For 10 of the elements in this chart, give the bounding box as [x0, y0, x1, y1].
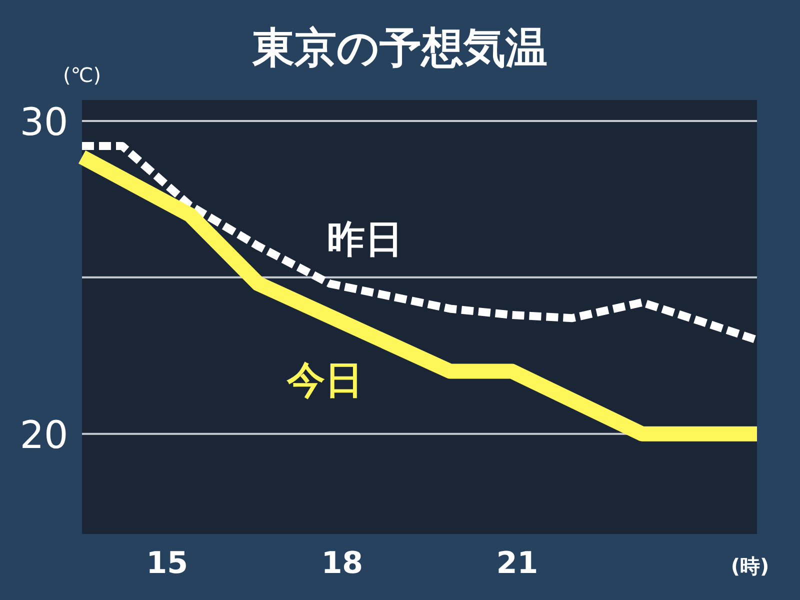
series-label: 昨日: [327, 217, 403, 261]
chart-title: 東京の予想気温: [252, 23, 548, 72]
x-tick-label: 21: [496, 546, 538, 581]
y-tick-label: 20: [20, 412, 68, 457]
x-axis-title: (時): [730, 554, 770, 578]
x-tick-label: 15: [146, 546, 188, 581]
series-label: 今日: [286, 358, 363, 402]
x-tick-label: 18: [321, 546, 364, 581]
y-tick-label: 30: [20, 100, 68, 144]
y-axis-title: (℃): [62, 63, 102, 87]
